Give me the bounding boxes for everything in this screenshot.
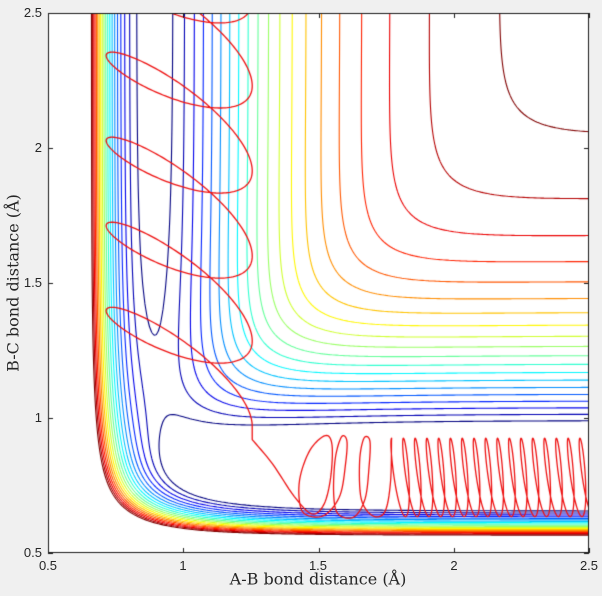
y-tick-label: 2.5 <box>23 5 42 20</box>
x-tick-label: 2 <box>450 558 458 573</box>
x-tick-label: 1 <box>179 558 187 573</box>
x-tick-label: 1.5 <box>308 558 328 573</box>
y-axis-label: B-C bond distance (Å) <box>3 194 23 372</box>
y-tick-label: 2 <box>34 140 42 155</box>
x-tick-label: 2.5 <box>579 558 599 573</box>
x-tick-label: 0.5 <box>38 558 58 573</box>
y-tick-label: 1.5 <box>23 275 42 290</box>
y-tick-label: 0.5 <box>23 545 42 560</box>
x-axis-label: A-B bond distance (Å) <box>229 569 407 589</box>
y-tick-label: 1 <box>34 410 42 425</box>
